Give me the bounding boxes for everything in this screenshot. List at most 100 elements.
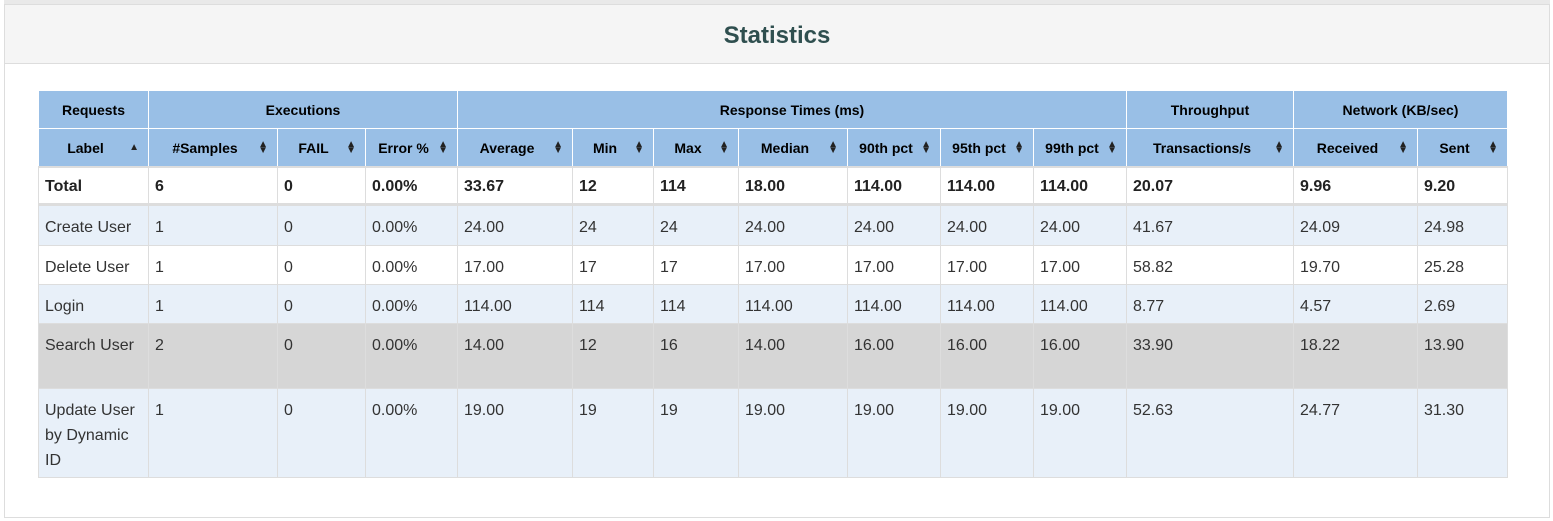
table-row: Create User 1 0 0.00% 24.00 24 24 24.00 … (38, 204, 1509, 246)
column-header-95th[interactable]: 95th pct ▲ ▼ (940, 128, 1034, 168)
sort-icon: ▲ ▼ (258, 138, 268, 156)
table-cell: 25.28 (1416, 245, 1509, 285)
column-label-text: Label (67, 139, 104, 156)
total-cell: 9.96 (1293, 166, 1418, 206)
statistics-table-wrapper: Requests Executions Response Times (ms) … (38, 90, 1509, 478)
table-cell: 19.00 (738, 388, 848, 478)
table-cell: Delete User (38, 245, 149, 285)
table-cell: 24.00 (847, 204, 941, 246)
sort-icon: ▲ ▼ (1274, 138, 1284, 156)
table-cell: 1 (148, 388, 278, 478)
sort-icon: ▲ ▼ (719, 138, 729, 156)
table-cell: 17.00 (940, 245, 1034, 285)
table-cell: Create User (38, 204, 149, 246)
table-cell: Login (38, 284, 149, 324)
table-cell: 12 (572, 323, 654, 389)
table-cell: 0 (277, 245, 366, 285)
column-header-sent[interactable]: Sent ▲ ▼ (1416, 128, 1509, 168)
column-header-transactions[interactable]: Transactions/s ▲ ▼ (1126, 128, 1294, 168)
table-cell: 24.00 (940, 204, 1034, 246)
table-cell: 17.00 (1033, 245, 1127, 285)
sort-icon: ▲ ▼ (346, 138, 356, 156)
table-cell: 17.00 (457, 245, 573, 285)
table-cell: 0.00% (365, 388, 458, 478)
table-cell: 0.00% (365, 323, 458, 389)
sort-icon: ▲ ▼ (1014, 138, 1024, 156)
table-cell: 114.00 (847, 284, 941, 324)
column-received-text: Received (1316, 139, 1379, 156)
column-header-samples[interactable]: #Samples ▲ ▼ (148, 128, 278, 168)
sort-icon: ▲ ▼ (1107, 138, 1117, 156)
column-95th-text: 95th pct (952, 139, 1006, 156)
table-cell: 2 (148, 323, 278, 389)
group-response-times: Response Times (ms) (457, 90, 1127, 129)
table-cell: 19.00 (847, 388, 941, 478)
sort-icon: ▲ ▼ (553, 138, 563, 156)
table-cell: 114.00 (738, 284, 848, 324)
table-cell: 114 (572, 284, 654, 324)
table-cell: 16.00 (1033, 323, 1127, 389)
column-header-90th[interactable]: 90th pct ▲ ▼ (847, 128, 941, 168)
table-cell: 0 (277, 388, 366, 478)
table-cell: 4.57 (1293, 284, 1418, 324)
table-cell: 24.98 (1416, 204, 1509, 246)
sort-icon: ▲ ▼ (828, 138, 838, 156)
total-cell: 114 (653, 166, 739, 206)
table-cell: 19.70 (1293, 245, 1418, 285)
table-cell: 0.00% (365, 204, 458, 246)
column-99th-text: 99th pct (1045, 139, 1099, 156)
table-cell: 52.63 (1126, 388, 1294, 478)
total-cell: 114.00 (847, 166, 941, 206)
table-cell: Search User (38, 323, 149, 389)
table-cell: 1 (148, 284, 278, 324)
total-cell: Total (38, 166, 149, 206)
table-cell: 19 (653, 388, 739, 478)
column-header-received[interactable]: Received ▲ ▼ (1293, 128, 1418, 168)
column-header-error-pct[interactable]: Error % ▲ ▼ (365, 128, 458, 168)
table-cell: 17 (572, 245, 654, 285)
table-cell: 14.00 (738, 323, 848, 389)
column-header-average[interactable]: Average ▲ ▼ (457, 128, 573, 168)
column-header-99th[interactable]: 99th pct ▲ ▼ (1033, 128, 1127, 168)
table-cell: 0 (277, 284, 366, 324)
table-cell: 16.00 (940, 323, 1034, 389)
total-cell: 33.67 (457, 166, 573, 206)
table-cell: 114 (653, 284, 739, 324)
table-cell: 2.69 (1416, 284, 1509, 324)
column-header-min[interactable]: Min ▲ ▼ (572, 128, 654, 168)
table-cell: 16 (653, 323, 739, 389)
table-cell: 0 (277, 204, 366, 246)
total-cell: 18.00 (738, 166, 848, 206)
column-header-label[interactable]: Label ▲ (38, 128, 149, 168)
table-cell: 33.90 (1126, 323, 1294, 389)
table-row: Login 1 0 0.00% 114.00 114 114 114.00 11… (38, 284, 1509, 324)
header-group-row: Requests Executions Response Times (ms) … (38, 90, 1509, 129)
column-header-fail[interactable]: FAIL ▲ ▼ (277, 128, 366, 168)
total-row: Total 6 0 0.00% 33.67 12 114 18.00 114.0… (38, 166, 1509, 206)
table-cell: 8.77 (1126, 284, 1294, 324)
table-cell: 24 (572, 204, 654, 246)
column-header-max[interactable]: Max ▲ ▼ (653, 128, 739, 168)
column-90th-text: 90th pct (859, 139, 913, 156)
table-cell: 1 (148, 204, 278, 246)
sort-icon: ▲ ▼ (438, 138, 448, 156)
table-cell: 58.82 (1126, 245, 1294, 285)
column-header-median[interactable]: Median ▲ ▼ (738, 128, 848, 168)
column-sent-text: Sent (1439, 139, 1470, 156)
table-row: Delete User 1 0 0.00% 17.00 17 17 17.00 … (38, 245, 1509, 285)
column-max-text: Max (674, 139, 702, 156)
column-min-text: Min (592, 139, 618, 156)
table-cell: 24.00 (457, 204, 573, 246)
table-cell: 19.00 (1033, 388, 1127, 478)
sort-ascending-icon: ▲ (129, 141, 139, 153)
total-cell: 9.20 (1416, 166, 1509, 206)
total-cell: 12 (572, 166, 654, 206)
table-cell: 16.00 (847, 323, 941, 389)
table-cell: 19.00 (457, 388, 573, 478)
table-cell: 13.90 (1416, 323, 1509, 389)
panel-title: Statistics (723, 22, 831, 49)
table-cell: 0.00% (365, 284, 458, 324)
header-column-row: Label ▲ #Samples ▲ ▼ FAIL ▲ ▼ Error % ▲ ▼ Avera… (38, 128, 1509, 168)
group-executions: Executions (148, 90, 458, 129)
table-cell: 18.22 (1293, 323, 1418, 389)
